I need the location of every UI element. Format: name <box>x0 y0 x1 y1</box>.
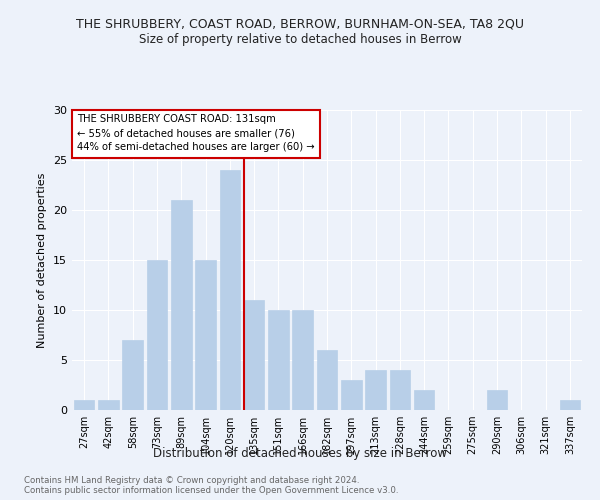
Bar <box>122 340 143 410</box>
Y-axis label: Number of detached properties: Number of detached properties <box>37 172 47 348</box>
Bar <box>98 400 119 410</box>
Bar <box>74 400 94 410</box>
Bar <box>220 170 240 410</box>
Bar <box>365 370 386 410</box>
Text: THE SHRUBBERY COAST ROAD: 131sqm
← 55% of detached houses are smaller (76)
44% o: THE SHRUBBERY COAST ROAD: 131sqm ← 55% o… <box>77 114 315 152</box>
Bar <box>487 390 508 410</box>
Bar <box>414 390 434 410</box>
Bar <box>171 200 191 410</box>
Text: Contains HM Land Registry data © Crown copyright and database right 2024.
Contai: Contains HM Land Registry data © Crown c… <box>24 476 398 495</box>
Bar <box>341 380 362 410</box>
Bar <box>244 300 265 410</box>
Bar <box>146 260 167 410</box>
Bar <box>268 310 289 410</box>
Bar <box>195 260 216 410</box>
Text: Size of property relative to detached houses in Berrow: Size of property relative to detached ho… <box>139 32 461 46</box>
Bar <box>560 400 580 410</box>
Bar <box>317 350 337 410</box>
Text: Distribution of detached houses by size in Berrow: Distribution of detached houses by size … <box>153 448 447 460</box>
Bar <box>389 370 410 410</box>
Text: THE SHRUBBERY, COAST ROAD, BERROW, BURNHAM-ON-SEA, TA8 2QU: THE SHRUBBERY, COAST ROAD, BERROW, BURNH… <box>76 18 524 30</box>
Bar <box>292 310 313 410</box>
